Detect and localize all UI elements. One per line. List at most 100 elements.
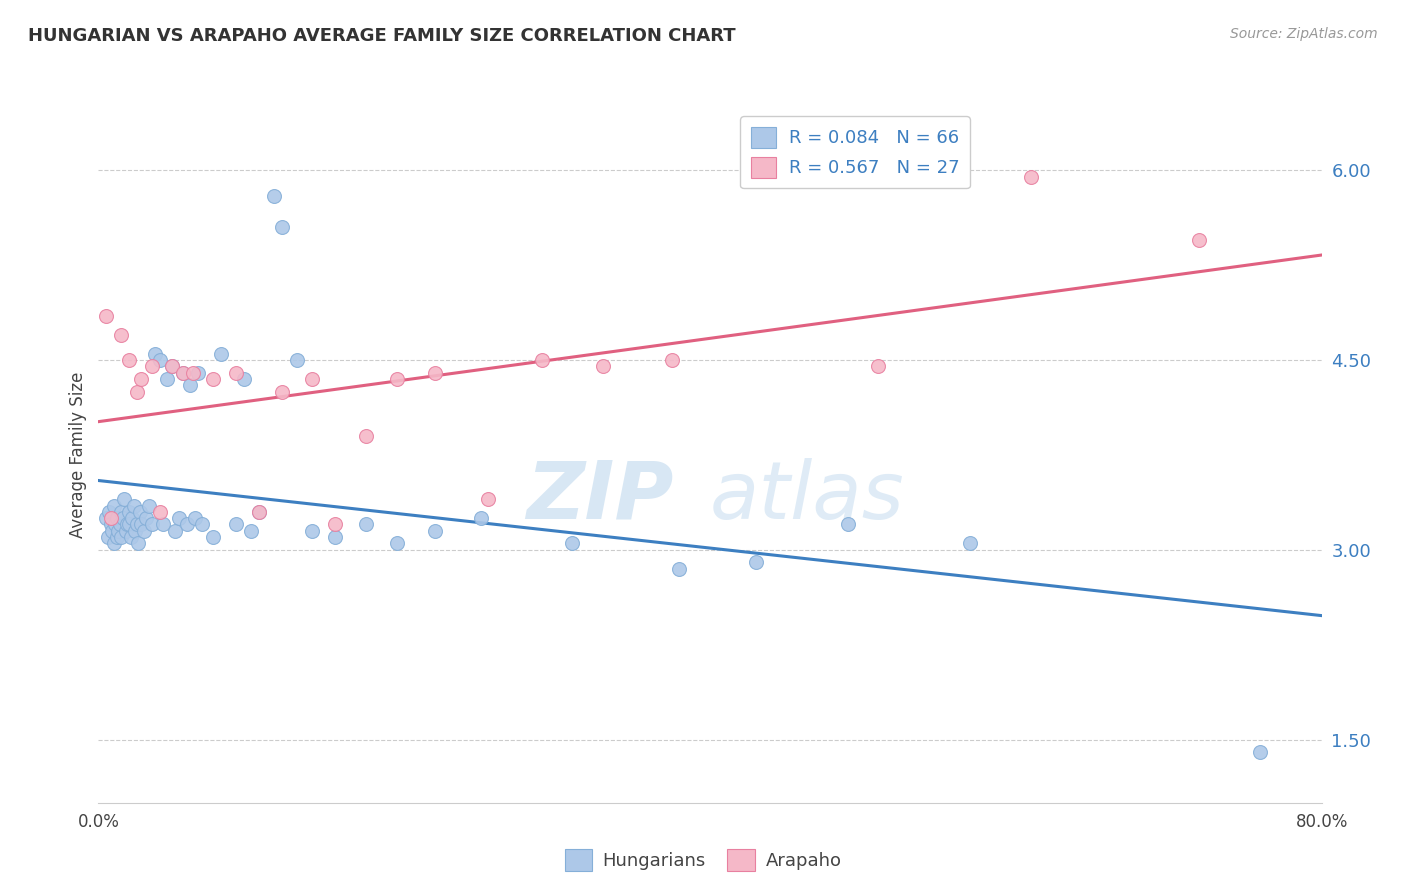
Point	[103, 536, 125, 550]
Point	[152, 517, 174, 532]
Point	[592, 359, 614, 374]
Point	[285, 353, 308, 368]
Point	[1249, 745, 1271, 759]
Point	[959, 536, 981, 550]
Point	[100, 517, 122, 532]
Point	[118, 353, 141, 368]
Point	[354, 429, 377, 443]
Point	[868, 359, 890, 374]
Point	[179, 378, 201, 392]
Point	[94, 511, 117, 525]
Point	[470, 511, 492, 525]
Point	[385, 536, 408, 550]
Point	[107, 524, 129, 538]
Point	[247, 505, 270, 519]
Point	[110, 327, 132, 342]
Point	[121, 511, 143, 525]
Point	[169, 511, 191, 525]
Point	[232, 372, 254, 386]
Point	[118, 505, 141, 519]
Point	[149, 353, 172, 368]
Point	[112, 492, 135, 507]
Point	[163, 524, 186, 538]
Point	[160, 359, 183, 374]
Point	[191, 517, 214, 532]
Point	[94, 309, 117, 323]
Point	[108, 517, 131, 532]
Point	[129, 372, 152, 386]
Point	[111, 511, 134, 525]
Point	[97, 530, 120, 544]
Point	[125, 384, 148, 399]
Point	[668, 562, 690, 576]
Point	[127, 536, 149, 550]
Y-axis label: Average Family Size: Average Family Size	[69, 372, 87, 538]
Point	[263, 188, 285, 202]
Point	[325, 517, 347, 532]
Point	[122, 499, 145, 513]
Point	[187, 366, 209, 380]
Point	[1188, 233, 1211, 247]
Point	[202, 372, 225, 386]
Point	[530, 353, 553, 368]
Point	[225, 517, 247, 532]
Point	[209, 347, 232, 361]
Point	[423, 524, 446, 538]
Point	[149, 505, 172, 519]
Point	[661, 353, 683, 368]
Point	[125, 517, 148, 532]
Text: atlas: atlas	[710, 458, 905, 536]
Point	[115, 524, 138, 538]
Point	[240, 524, 263, 538]
Point	[745, 556, 768, 570]
Point	[172, 366, 194, 380]
Point	[270, 384, 292, 399]
Point	[247, 505, 270, 519]
Point	[1019, 169, 1042, 184]
Point	[138, 499, 160, 513]
Point	[118, 517, 141, 532]
Point	[141, 359, 163, 374]
Point	[100, 511, 122, 525]
Point	[104, 517, 127, 532]
Point	[385, 372, 408, 386]
Point	[837, 517, 859, 532]
Point	[202, 530, 225, 544]
Point	[110, 505, 132, 519]
Point	[141, 517, 163, 532]
Text: Source: ZipAtlas.com: Source: ZipAtlas.com	[1230, 27, 1378, 41]
Point	[181, 366, 204, 380]
Point	[98, 505, 121, 519]
Point	[105, 530, 128, 544]
Point	[134, 524, 156, 538]
Point	[325, 530, 347, 544]
Legend: R = 0.084   N = 66, R = 0.567   N = 27: R = 0.084 N = 66, R = 0.567 N = 27	[740, 116, 970, 188]
Point	[156, 372, 179, 386]
Point	[135, 511, 157, 525]
Text: HUNGARIAN VS ARAPAHO AVERAGE FAMILY SIZE CORRELATION CHART: HUNGARIAN VS ARAPAHO AVERAGE FAMILY SIZE…	[28, 27, 735, 45]
Point	[477, 492, 499, 507]
Text: ZIP: ZIP	[526, 458, 673, 536]
Point	[225, 366, 247, 380]
Point	[160, 359, 183, 374]
Point	[301, 524, 323, 538]
Legend: Hungarians, Arapaho: Hungarians, Arapaho	[557, 842, 849, 879]
Point	[172, 366, 194, 380]
Point	[184, 511, 207, 525]
Point	[105, 511, 128, 525]
Point	[101, 524, 124, 538]
Point	[354, 517, 377, 532]
Point	[561, 536, 583, 550]
Point	[124, 524, 146, 538]
Point	[117, 517, 139, 532]
Point	[129, 517, 152, 532]
Point	[143, 347, 166, 361]
Point	[110, 530, 132, 544]
Point	[270, 220, 292, 235]
Point	[103, 499, 125, 513]
Point	[301, 372, 323, 386]
Point	[120, 530, 142, 544]
Point	[423, 366, 446, 380]
Point	[176, 517, 198, 532]
Point	[128, 505, 150, 519]
